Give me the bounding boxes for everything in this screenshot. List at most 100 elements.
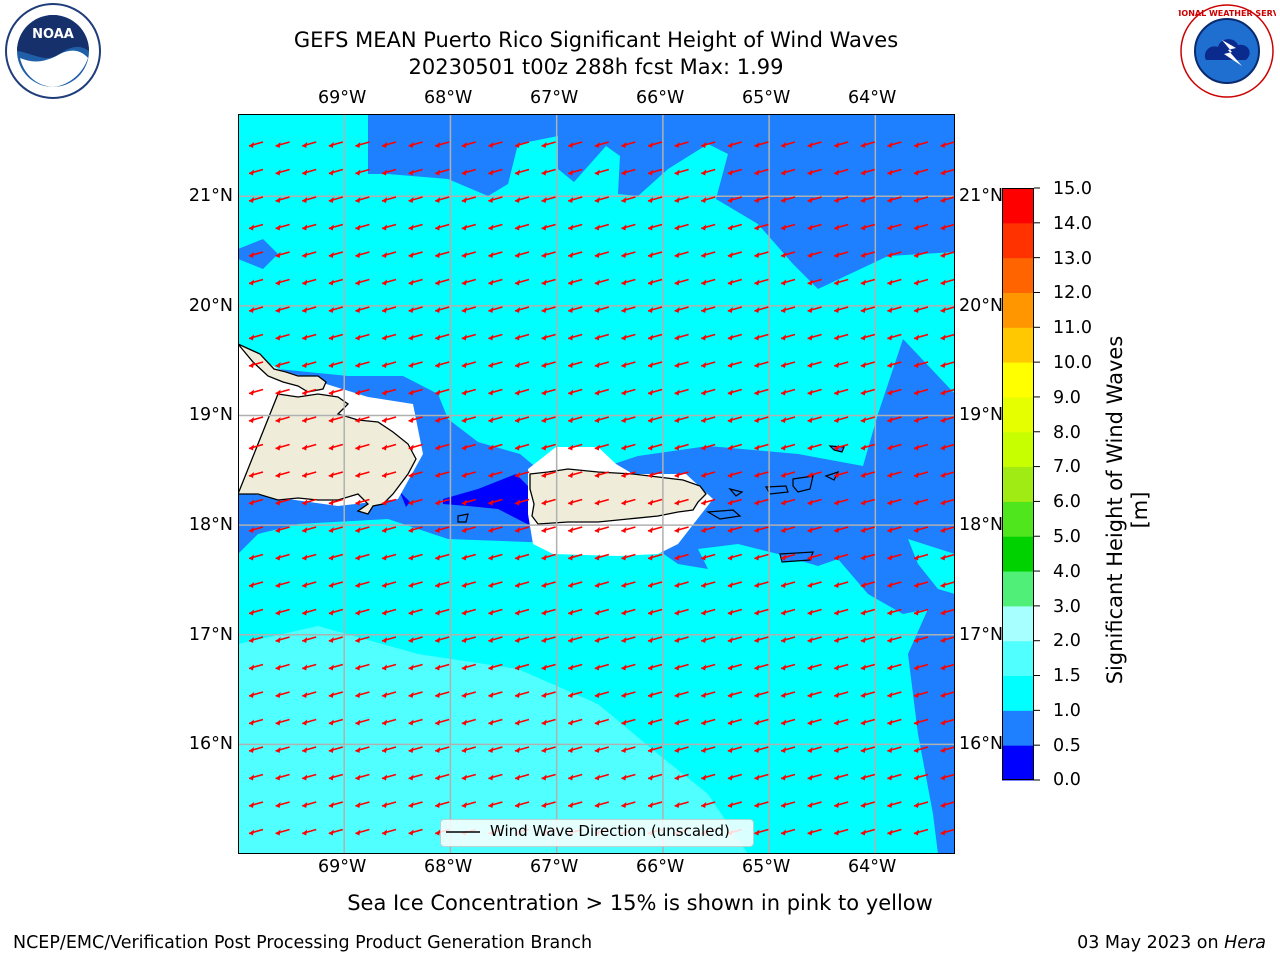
wind-arrow <box>700 718 716 726</box>
wind-arrow <box>381 388 397 396</box>
lat-label-left-21: 21°N <box>188 186 233 206</box>
wind-arrow <box>754 251 769 258</box>
wind-arrow <box>461 306 477 313</box>
wind-arrow <box>248 168 264 176</box>
wind-arrow <box>700 306 716 313</box>
wind-arrow <box>860 828 876 836</box>
lon-label-top-68: 68°W <box>424 88 473 108</box>
wind-arrow <box>807 581 822 588</box>
wind-arrow <box>887 746 902 753</box>
wind-arrow <box>940 828 955 836</box>
wind-arrow <box>887 553 902 561</box>
wind-arrow <box>301 581 317 588</box>
wind-arrow <box>807 608 822 616</box>
wind-arrow <box>248 388 264 396</box>
wind-arrow <box>514 498 530 506</box>
wind-arrow <box>488 801 503 808</box>
wind-arrow <box>381 416 397 423</box>
wind-arrow <box>594 443 610 451</box>
wind-arrow <box>780 636 796 643</box>
wind-arrow <box>887 498 902 506</box>
legend-line-icon <box>446 831 480 833</box>
wind-arrow <box>434 773 450 781</box>
wind-arrow <box>887 361 902 368</box>
wind-arrow <box>514 553 530 561</box>
wind-arrow <box>887 278 902 286</box>
wind-arrow <box>807 278 822 286</box>
wind-arrow <box>541 333 556 341</box>
wind-arrow <box>887 801 902 808</box>
wind-arrow <box>621 663 636 671</box>
wind-arrow <box>488 526 503 533</box>
wind-arrow <box>727 471 743 478</box>
wind-arrow <box>754 498 769 506</box>
wind-arrow <box>727 498 743 506</box>
wind-arrow <box>913 333 929 341</box>
wind-arrow <box>275 306 290 313</box>
wind-arrow <box>541 526 556 533</box>
wind-arrow <box>301 251 317 258</box>
wind-arrow <box>647 663 663 671</box>
wind-arrow <box>594 251 610 258</box>
wind-arrow <box>913 278 929 286</box>
wind-arrow <box>887 636 902 643</box>
wind-arrow <box>807 443 822 451</box>
wind-arrow <box>727 553 743 561</box>
wind-arrow <box>913 553 929 561</box>
wind-arrow <box>301 801 317 808</box>
wind-arrow <box>328 141 344 148</box>
wind-arrow <box>567 801 583 808</box>
footer-right: 03 May 2023 on Hera <box>1077 933 1266 953</box>
wind-arrow <box>275 471 290 478</box>
wind-arrow <box>301 663 317 671</box>
wind-arrow <box>248 416 264 423</box>
wind-arrow <box>913 581 929 588</box>
wind-arrow <box>887 773 902 781</box>
wind-arrow <box>355 251 370 258</box>
wind-arrow <box>514 801 530 808</box>
wind-arrow <box>248 141 264 148</box>
wind-arrow <box>913 718 929 726</box>
lon-label-top-67: 67°W <box>530 88 579 108</box>
lat-label-right-19: 19°N <box>959 405 1004 425</box>
wind-arrow <box>248 608 264 616</box>
wind-arrow <box>514 278 530 286</box>
wind-arrow <box>381 223 397 231</box>
wind-arrow <box>913 416 929 423</box>
wind-arrow <box>355 663 370 671</box>
wind-arrow <box>381 553 397 561</box>
wind-arrow <box>355 801 370 808</box>
wind-arrow <box>567 196 583 203</box>
wind-arrow <box>913 526 929 533</box>
wind-arrow <box>807 801 822 808</box>
wind-arrow <box>754 746 769 753</box>
wind-arrow <box>833 306 849 313</box>
wind-arrow <box>754 278 769 286</box>
wind-arrow <box>594 553 610 561</box>
wind-arrow <box>514 526 530 533</box>
wind-arrow <box>567 168 583 176</box>
wind-arrow <box>301 361 317 368</box>
wind-arrow <box>754 663 769 671</box>
wind-arrow <box>488 471 503 478</box>
wind-arrow <box>461 416 477 423</box>
wind-arrow <box>301 718 317 726</box>
wind-arrow <box>567 278 583 286</box>
wind-arrow <box>833 773 849 781</box>
colorbar-cell <box>1002 396 1034 433</box>
wind-arrow <box>541 773 556 781</box>
wind-arrow <box>727 361 743 368</box>
wind-arrow <box>594 498 610 506</box>
wind-arrow <box>514 608 530 616</box>
wind-arrow <box>833 443 849 451</box>
wind-arrow <box>248 498 264 506</box>
wind-arrow <box>594 278 610 286</box>
wind-arrow <box>754 581 769 588</box>
wind-arrow <box>461 278 477 286</box>
wind-arrow <box>727 251 743 258</box>
wind-arrow <box>594 691 610 698</box>
wind-arrow <box>647 691 663 698</box>
wind-arrow <box>780 223 796 231</box>
wind-arrow <box>700 773 716 781</box>
wind-arrow <box>461 251 477 258</box>
